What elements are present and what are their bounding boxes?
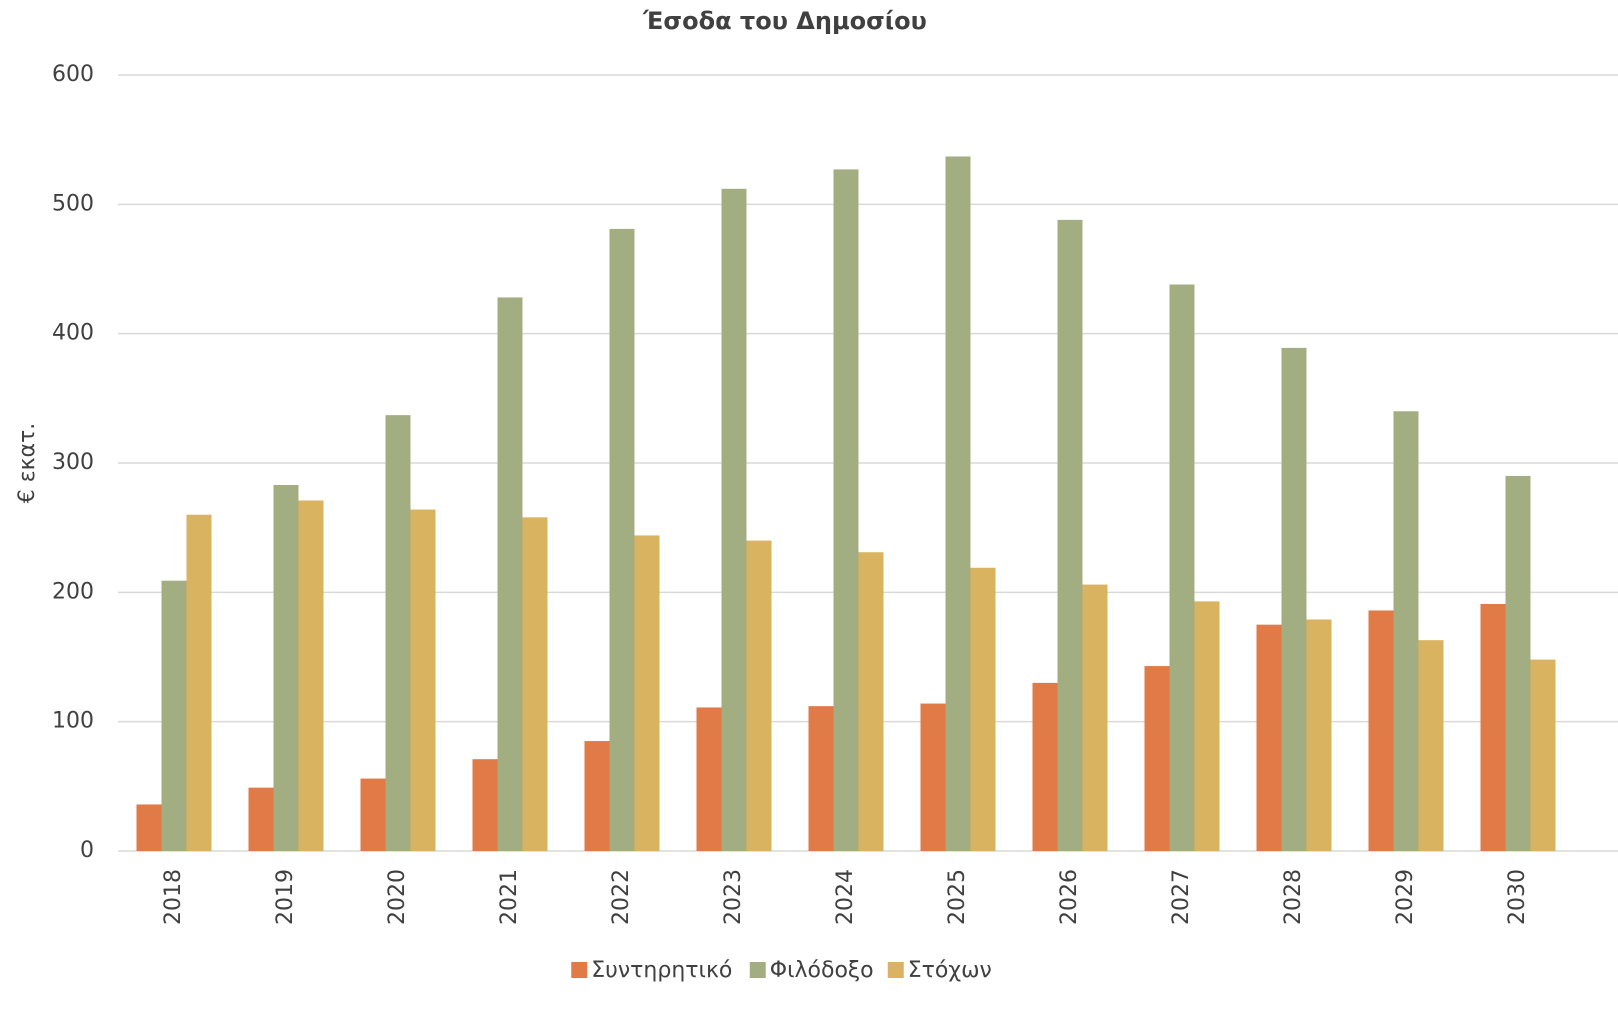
bar xyxy=(136,804,162,851)
x-tick-label: 2019 xyxy=(273,869,298,925)
y-tick-label: 600 xyxy=(52,62,94,87)
legend-swatch xyxy=(571,962,588,978)
x-tick-label: 2021 xyxy=(497,869,522,925)
x-tick-label: 2029 xyxy=(1393,869,1418,925)
y-tick-label: 300 xyxy=(52,450,94,475)
bar xyxy=(970,567,996,851)
bar xyxy=(186,514,212,851)
legend-label: Φιλόδοξο xyxy=(770,958,874,983)
legend-label: Συντηρητικό xyxy=(591,958,732,983)
x-tick-label: 2026 xyxy=(1057,869,1082,925)
y-tick-label: 200 xyxy=(52,579,94,604)
bar xyxy=(696,707,722,851)
bar xyxy=(248,787,274,851)
bar xyxy=(1530,659,1556,851)
bar xyxy=(360,778,386,851)
chart-title: Έσοδα του Δημοσίου xyxy=(642,7,927,35)
y-axis-label: € εκατ. xyxy=(15,423,40,504)
bar xyxy=(920,703,946,851)
x-tick-label: 2025 xyxy=(945,869,970,925)
x-tick-label: 2018 xyxy=(161,869,186,925)
bar xyxy=(472,759,498,851)
bar xyxy=(1194,601,1220,851)
y-tick-label: 0 xyxy=(80,838,94,863)
bar xyxy=(1057,219,1083,851)
bar xyxy=(1480,603,1506,851)
x-tick-label: 2028 xyxy=(1281,869,1306,925)
bar xyxy=(1169,284,1195,851)
bar xyxy=(385,415,411,851)
y-tick-label: 500 xyxy=(52,191,94,216)
bar xyxy=(584,741,610,851)
legend-swatch xyxy=(887,962,904,978)
bar xyxy=(410,509,436,851)
bar xyxy=(1418,640,1444,851)
bar xyxy=(1082,584,1108,851)
bar xyxy=(1368,610,1394,851)
bar xyxy=(298,500,324,851)
x-tick-label: 2020 xyxy=(385,869,410,925)
bar xyxy=(497,297,523,851)
bar xyxy=(1256,624,1282,851)
bar xyxy=(634,535,660,851)
legend-swatch xyxy=(749,962,766,978)
bar xyxy=(858,552,884,851)
x-tick-label: 2024 xyxy=(833,869,858,925)
bar xyxy=(609,228,635,851)
bar xyxy=(808,706,834,851)
y-tick-label: 100 xyxy=(52,709,94,734)
x-tick-label: 2023 xyxy=(721,869,746,925)
x-tick-label: 2027 xyxy=(1169,869,1194,925)
x-tick-label: 2030 xyxy=(1505,869,1530,925)
y-tick-label: 400 xyxy=(52,321,94,346)
bar xyxy=(1393,411,1419,851)
bar xyxy=(1281,347,1307,851)
bar xyxy=(833,169,859,851)
bar xyxy=(273,484,299,851)
bar xyxy=(945,156,971,852)
bar xyxy=(161,580,187,851)
bar xyxy=(1505,475,1531,851)
bar xyxy=(721,188,747,851)
bar xyxy=(746,540,772,851)
legend-label: Στόχων xyxy=(908,958,992,983)
bar xyxy=(522,517,548,851)
bar xyxy=(1306,619,1332,851)
bar xyxy=(1144,666,1170,851)
x-tick-label: 2022 xyxy=(609,869,634,925)
bar xyxy=(1032,682,1058,851)
